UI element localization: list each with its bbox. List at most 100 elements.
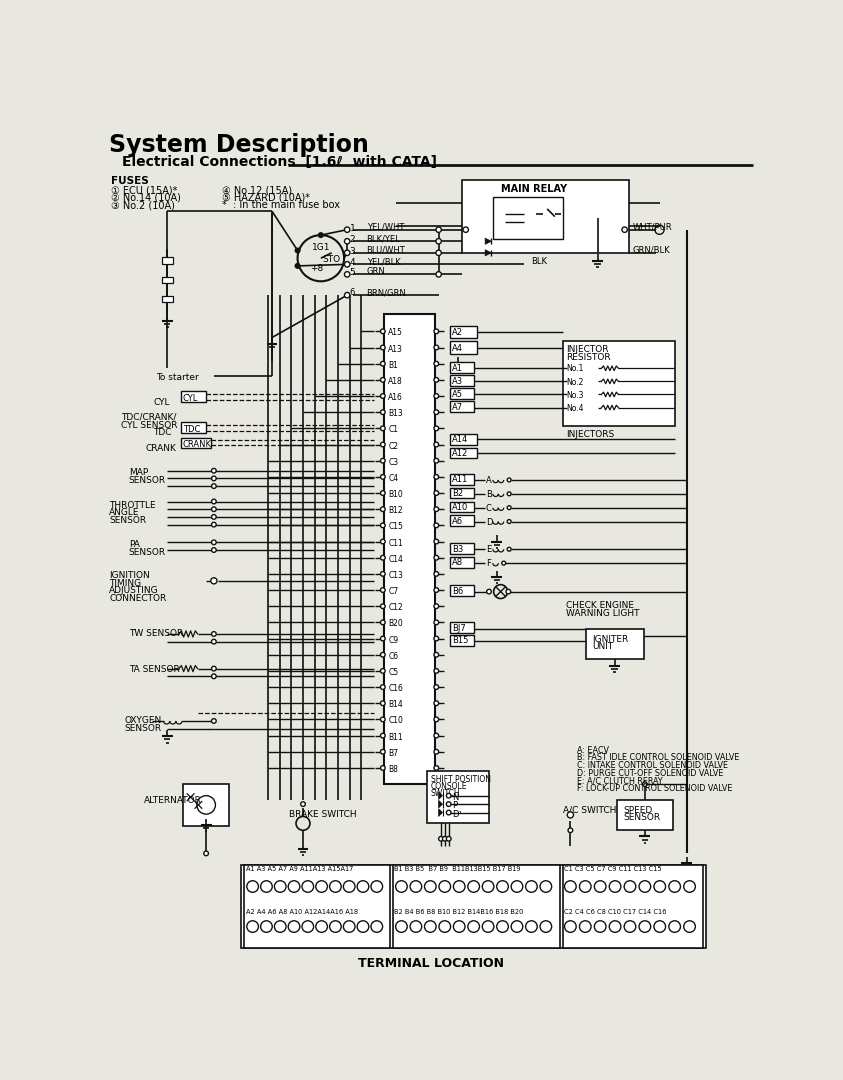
Bar [181,437,211,448]
Text: PA: PA [129,540,139,549]
Circle shape [434,410,438,415]
Text: +8: +8 [310,265,323,273]
Circle shape [434,523,438,528]
Text: BRAKE SWITCH: BRAKE SWITCH [289,810,357,820]
Text: C16: C16 [389,684,403,693]
Text: IGNITER: IGNITER [592,635,628,644]
Text: A14: A14 [452,435,468,444]
Text: 1: 1 [350,224,355,232]
Circle shape [567,812,573,818]
Text: D: D [486,517,492,527]
Text: TW SENSOR: TW SENSOR [129,629,183,637]
Text: CONNECTOR: CONNECTOR [110,594,167,603]
Circle shape [507,505,511,510]
Text: A8: A8 [452,558,463,567]
Text: IGNITION: IGNITION [110,571,150,580]
Bar [450,635,474,646]
Circle shape [380,362,385,366]
Bar [244,865,389,948]
Circle shape [434,685,438,689]
Circle shape [447,794,451,798]
Bar [181,391,207,402]
Text: TERMINAL LOCATION: TERMINAL LOCATION [358,957,504,970]
Text: C12: C12 [389,604,403,612]
Bar [450,375,474,386]
Text: BLU/WHT: BLU/WHT [367,246,405,255]
Text: B10: B10 [389,490,403,499]
Text: E: A/C CLUTCH RERAY: E: A/C CLUTCH RERAY [577,777,663,785]
Text: A7: A7 [452,403,463,411]
Text: TA SENSOR: TA SENSOR [129,665,180,674]
Text: ADJUSTING: ADJUSTING [110,586,158,595]
Polygon shape [485,249,491,256]
Text: B11: B11 [389,732,403,742]
Text: Electrical Connections  [1.6ℓ  with CATA]: Electrical Connections [1.6ℓ with CATA] [122,156,438,168]
Circle shape [434,426,438,431]
Text: SWITCH: SWITCH [431,788,460,798]
Text: A16: A16 [389,393,403,402]
Circle shape [434,394,438,399]
Text: C1 C3 C5 C7 C9 C11 C13 C15: C1 C3 C5 C7 C9 C11 C13 C15 [564,866,662,873]
Circle shape [345,251,350,256]
Bar [450,501,474,512]
Circle shape [380,750,385,754]
Circle shape [319,233,323,238]
Circle shape [380,571,385,577]
Text: A2: A2 [452,328,463,337]
Text: BRN/GRN: BRN/GRN [367,288,406,297]
Circle shape [212,632,216,636]
Text: C10: C10 [389,716,403,726]
Circle shape [380,346,385,350]
Circle shape [434,733,438,738]
Circle shape [434,458,438,463]
Text: A1 A3 A5 A7 A9 A11A13 A15A17: A1 A3 A5 A7 A9 A11A13 A15A17 [245,866,353,873]
Text: INJECTOR: INJECTOR [566,346,609,354]
Bar [462,179,629,253]
Text: 5: 5 [350,268,355,278]
Circle shape [212,514,216,519]
Text: A10: A10 [452,503,468,512]
Text: CYL: CYL [153,397,170,406]
Bar [586,629,644,660]
Circle shape [438,837,443,841]
Text: A3: A3 [452,377,463,386]
Circle shape [434,362,438,366]
Bar [162,276,173,283]
Text: C14: C14 [389,555,403,564]
Text: E: E [486,545,491,554]
Text: B1 B3 B5  B7 B9  B11B13B15 B17 B19: B1 B3 B5 B7 B9 B11B13B15 B17 B19 [395,866,521,873]
Circle shape [502,562,506,565]
Text: C9: C9 [389,636,399,645]
Circle shape [434,604,438,608]
Text: SENSOR: SENSOR [129,548,166,556]
Circle shape [211,578,217,584]
Circle shape [295,248,300,253]
Text: INJECTORS: INJECTORS [566,430,615,438]
Circle shape [463,227,469,232]
Text: A6: A6 [452,517,463,526]
Circle shape [204,851,208,855]
Text: CRANK: CRANK [183,440,212,449]
Text: To starter: To starter [156,373,198,382]
Circle shape [212,540,216,544]
Text: ⑤ HAZARD (10A)*: ⑤ HAZARD (10A)* [222,192,309,203]
Circle shape [434,539,438,544]
Text: C: C [486,503,491,513]
Circle shape [380,636,385,640]
Text: A12: A12 [452,449,468,458]
Circle shape [380,620,385,624]
Polygon shape [438,800,443,808]
Bar [183,784,229,826]
Text: P: P [453,801,458,810]
Circle shape [434,766,438,770]
Circle shape [212,666,216,671]
Bar [427,771,489,823]
Text: C2: C2 [389,442,398,450]
Circle shape [507,519,511,524]
Text: CYL SENSOR: CYL SENSOR [121,421,177,430]
Circle shape [434,378,438,382]
Bar [450,362,474,373]
Text: B20: B20 [389,620,403,629]
Bar [450,557,474,568]
Circle shape [434,636,438,640]
